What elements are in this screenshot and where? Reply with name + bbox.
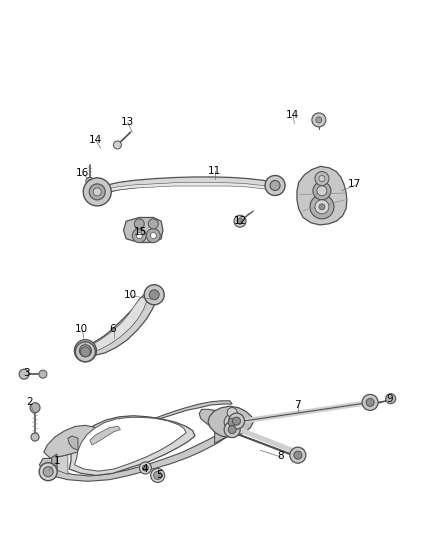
Circle shape (148, 219, 158, 229)
Circle shape (19, 369, 29, 379)
Circle shape (228, 418, 236, 426)
Circle shape (227, 408, 237, 417)
Circle shape (270, 181, 280, 190)
Polygon shape (95, 177, 275, 196)
Polygon shape (57, 455, 68, 474)
Circle shape (146, 229, 160, 243)
Circle shape (79, 345, 92, 357)
Circle shape (151, 469, 165, 482)
Circle shape (86, 177, 94, 185)
Polygon shape (199, 409, 252, 443)
Circle shape (150, 232, 156, 239)
Circle shape (224, 422, 240, 438)
Circle shape (132, 229, 146, 243)
Text: 3: 3 (23, 368, 30, 378)
Polygon shape (87, 297, 147, 352)
Text: 6: 6 (110, 325, 117, 334)
Circle shape (233, 417, 240, 425)
Circle shape (74, 340, 96, 362)
Circle shape (234, 215, 246, 227)
Text: 13: 13 (120, 117, 134, 126)
Circle shape (319, 204, 325, 210)
Text: 10: 10 (124, 290, 137, 300)
Circle shape (315, 200, 329, 214)
Polygon shape (50, 433, 227, 481)
Circle shape (134, 219, 144, 229)
Circle shape (313, 182, 331, 200)
Circle shape (386, 394, 396, 403)
Polygon shape (50, 454, 57, 475)
Polygon shape (69, 416, 195, 475)
Polygon shape (82, 293, 157, 356)
Circle shape (89, 184, 105, 200)
Polygon shape (68, 436, 78, 450)
Polygon shape (124, 217, 163, 243)
Polygon shape (50, 401, 232, 458)
Circle shape (113, 141, 121, 149)
Circle shape (310, 195, 334, 219)
Text: 1: 1 (53, 456, 60, 466)
Circle shape (39, 463, 57, 481)
Circle shape (31, 433, 39, 441)
Circle shape (290, 447, 306, 463)
Circle shape (142, 465, 148, 471)
Text: 7: 7 (294, 400, 301, 410)
Polygon shape (74, 417, 186, 471)
Circle shape (136, 232, 142, 239)
Circle shape (149, 290, 159, 300)
Circle shape (43, 467, 53, 477)
Text: 2: 2 (26, 398, 33, 407)
Circle shape (144, 285, 164, 305)
Circle shape (316, 117, 322, 123)
Circle shape (81, 347, 90, 357)
Text: 12: 12 (233, 216, 247, 226)
Polygon shape (208, 406, 253, 437)
Polygon shape (44, 425, 105, 458)
Polygon shape (39, 458, 52, 475)
Polygon shape (101, 182, 271, 193)
Circle shape (362, 394, 378, 410)
Text: 10: 10 (74, 325, 88, 334)
Circle shape (319, 175, 325, 182)
Circle shape (228, 425, 236, 434)
Circle shape (237, 218, 243, 224)
Text: 9: 9 (386, 394, 393, 403)
Circle shape (154, 471, 162, 480)
Circle shape (312, 113, 326, 127)
Text: 15: 15 (134, 227, 147, 237)
Text: 11: 11 (208, 166, 221, 175)
Text: 4: 4 (141, 464, 148, 474)
Circle shape (224, 414, 240, 430)
Text: 14: 14 (286, 110, 299, 119)
Circle shape (30, 403, 40, 413)
Circle shape (139, 462, 152, 474)
Circle shape (294, 451, 302, 459)
Polygon shape (90, 426, 120, 445)
Text: 14: 14 (89, 135, 102, 144)
Text: 5: 5 (156, 471, 163, 480)
Circle shape (39, 370, 47, 378)
Text: 8: 8 (277, 451, 284, 461)
Circle shape (83, 178, 111, 206)
Circle shape (366, 398, 374, 407)
Circle shape (229, 413, 244, 429)
Circle shape (265, 175, 285, 196)
Circle shape (93, 188, 101, 196)
Text: 17: 17 (348, 179, 361, 189)
Circle shape (315, 172, 329, 185)
Text: 16: 16 (76, 168, 89, 178)
Circle shape (317, 186, 327, 196)
Circle shape (75, 342, 95, 362)
Polygon shape (297, 166, 347, 225)
